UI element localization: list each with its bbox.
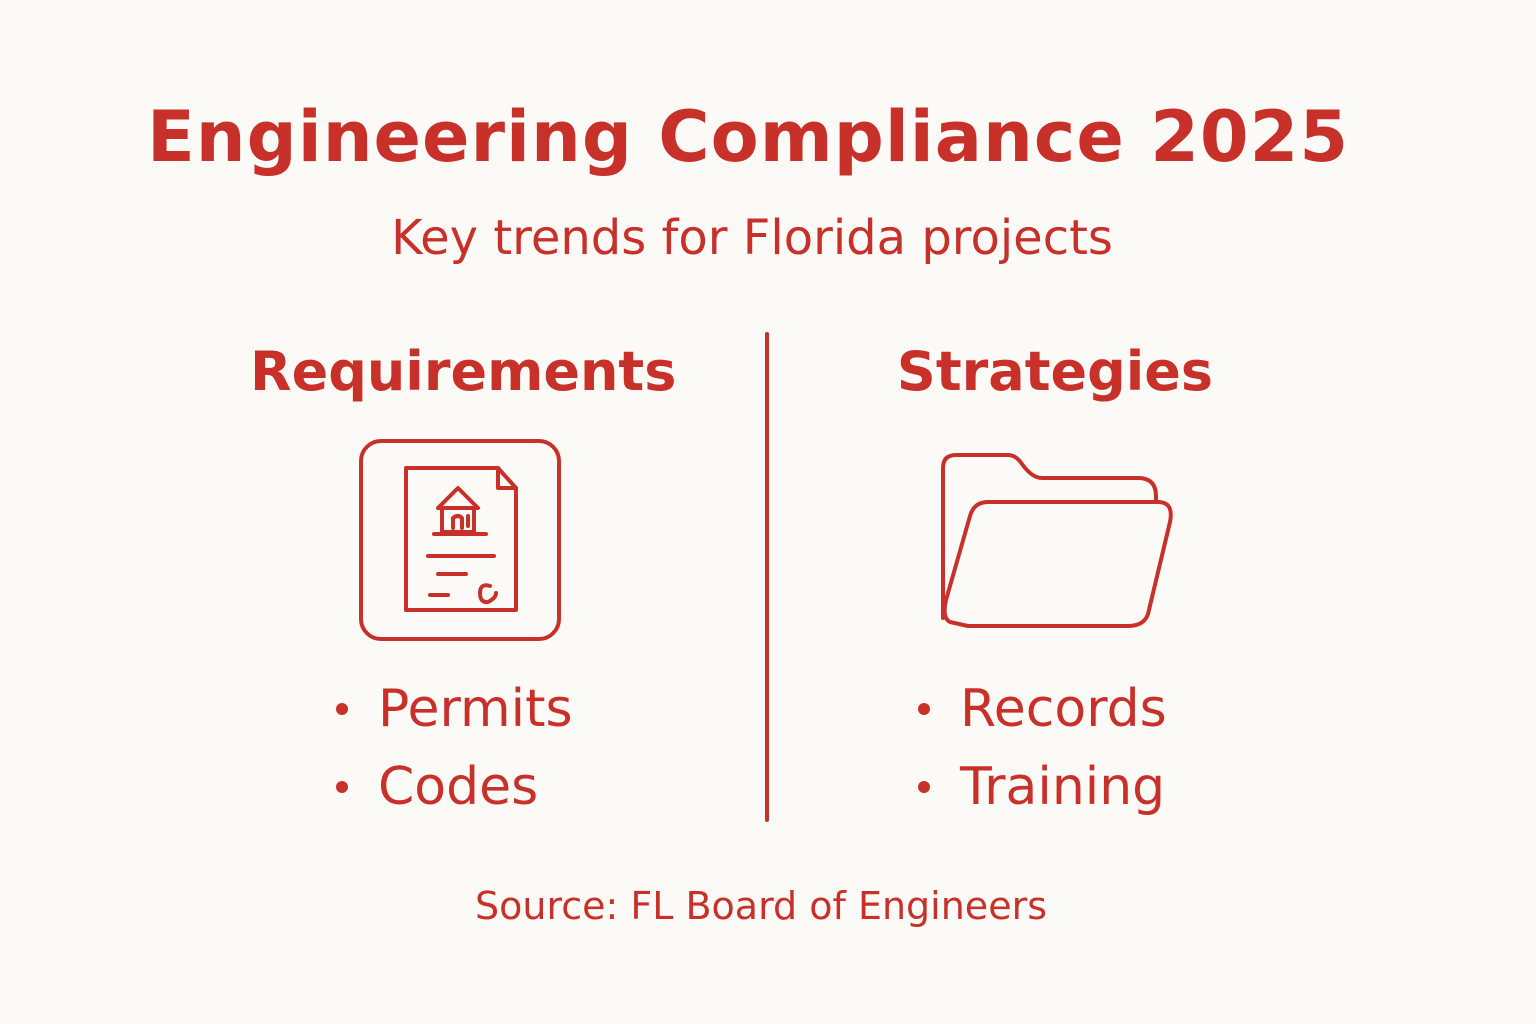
list-item: Training xyxy=(918,748,1167,826)
bullet-icon xyxy=(336,781,348,793)
bullet-icon xyxy=(336,703,348,715)
column-divider xyxy=(765,332,769,822)
source-citation: Source: FL Board of Engineers xyxy=(474,884,1047,928)
bullet-icon xyxy=(918,703,930,715)
strategies-list: Records Training xyxy=(918,670,1167,826)
folder-icon xyxy=(941,453,1173,628)
bullet-icon xyxy=(918,781,930,793)
page-subtitle: Key trends for Florida projects xyxy=(391,210,1113,266)
requirements-list: Permits Codes xyxy=(336,670,573,826)
strategies-heading: Strategies xyxy=(896,340,1214,403)
requirements-heading: Requirements xyxy=(250,340,677,403)
permit-document-icon xyxy=(359,439,561,641)
list-item: Codes xyxy=(336,748,573,826)
page-title: Engineering Compliance 2025 xyxy=(146,96,1350,178)
list-item: Permits xyxy=(336,670,573,748)
list-item: Records xyxy=(918,670,1167,748)
